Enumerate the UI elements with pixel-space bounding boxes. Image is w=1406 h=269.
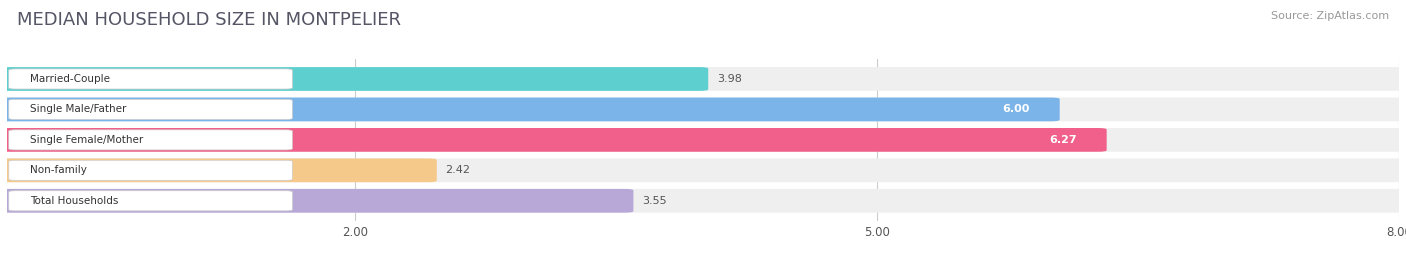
FancyBboxPatch shape xyxy=(0,98,1406,121)
FancyBboxPatch shape xyxy=(0,158,437,182)
Text: Non-family: Non-family xyxy=(30,165,87,175)
Text: 6.00: 6.00 xyxy=(1002,104,1031,114)
Text: Source: ZipAtlas.com: Source: ZipAtlas.com xyxy=(1271,11,1389,21)
Text: Total Households: Total Households xyxy=(30,196,118,206)
Text: Single Female/Mother: Single Female/Mother xyxy=(30,135,143,145)
Text: Single Male/Father: Single Male/Father xyxy=(30,104,127,114)
FancyBboxPatch shape xyxy=(8,191,292,211)
Text: 3.55: 3.55 xyxy=(643,196,666,206)
Text: 2.42: 2.42 xyxy=(446,165,471,175)
FancyBboxPatch shape xyxy=(8,99,292,119)
FancyBboxPatch shape xyxy=(0,67,1406,91)
FancyBboxPatch shape xyxy=(0,98,1060,121)
FancyBboxPatch shape xyxy=(0,67,709,91)
FancyBboxPatch shape xyxy=(0,189,633,213)
FancyBboxPatch shape xyxy=(8,130,292,150)
FancyBboxPatch shape xyxy=(0,158,1406,182)
FancyBboxPatch shape xyxy=(0,128,1107,152)
Text: 3.98: 3.98 xyxy=(717,74,742,84)
Text: Married-Couple: Married-Couple xyxy=(30,74,110,84)
FancyBboxPatch shape xyxy=(8,69,292,89)
FancyBboxPatch shape xyxy=(0,189,1406,213)
Text: MEDIAN HOUSEHOLD SIZE IN MONTPELIER: MEDIAN HOUSEHOLD SIZE IN MONTPELIER xyxy=(17,11,401,29)
FancyBboxPatch shape xyxy=(0,128,1406,152)
Text: 6.27: 6.27 xyxy=(1049,135,1077,145)
FancyBboxPatch shape xyxy=(8,160,292,180)
